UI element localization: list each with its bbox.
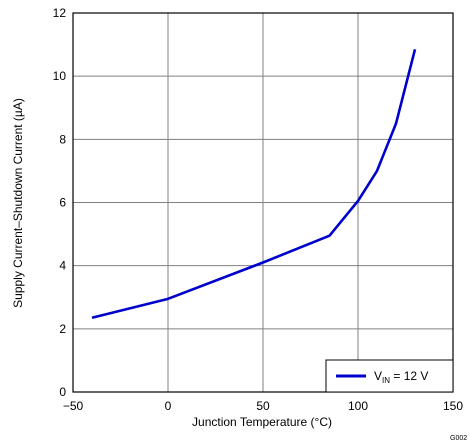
y-tick-label: 6 bbox=[59, 196, 66, 210]
legend-entry: VIN = 12 V bbox=[374, 369, 428, 385]
x-tick-label: 0 bbox=[165, 399, 172, 413]
legend: VIN = 12 V bbox=[325, 359, 454, 393]
y-tick-label: 2 bbox=[59, 322, 66, 336]
x-tick-label: 150 bbox=[443, 399, 463, 413]
series-lines bbox=[91, 48, 417, 320]
legend-v: V bbox=[374, 369, 382, 383]
x-tick-label: 50 bbox=[256, 399, 270, 413]
x-tick-label: 100 bbox=[348, 399, 368, 413]
y-tick-labels: 0 2 4 6 8 10 12 bbox=[53, 6, 67, 399]
y-tick-label: 8 bbox=[59, 132, 66, 146]
y-tick-label: 10 bbox=[53, 69, 67, 83]
legend-rest: = 12 V bbox=[390, 369, 428, 383]
x-tick-labels: −50 0 50 100 150 bbox=[63, 399, 464, 413]
legend-subscript: IN bbox=[382, 376, 390, 385]
x-axis-label: Junction Temperature (°C) bbox=[192, 415, 332, 429]
figure-code: G002 bbox=[450, 435, 467, 442]
grid bbox=[73, 13, 453, 392]
y-tick-label: 4 bbox=[59, 259, 66, 273]
x-tick-label: −50 bbox=[63, 399, 84, 413]
series-line bbox=[91, 48, 417, 320]
y-axis-label: Supply Current–Shutdown Current (µA) bbox=[11, 98, 25, 308]
plot-frame bbox=[72, 12, 454, 393]
y-tick-label: 0 bbox=[59, 385, 66, 399]
y-tick-label: 12 bbox=[53, 6, 67, 20]
